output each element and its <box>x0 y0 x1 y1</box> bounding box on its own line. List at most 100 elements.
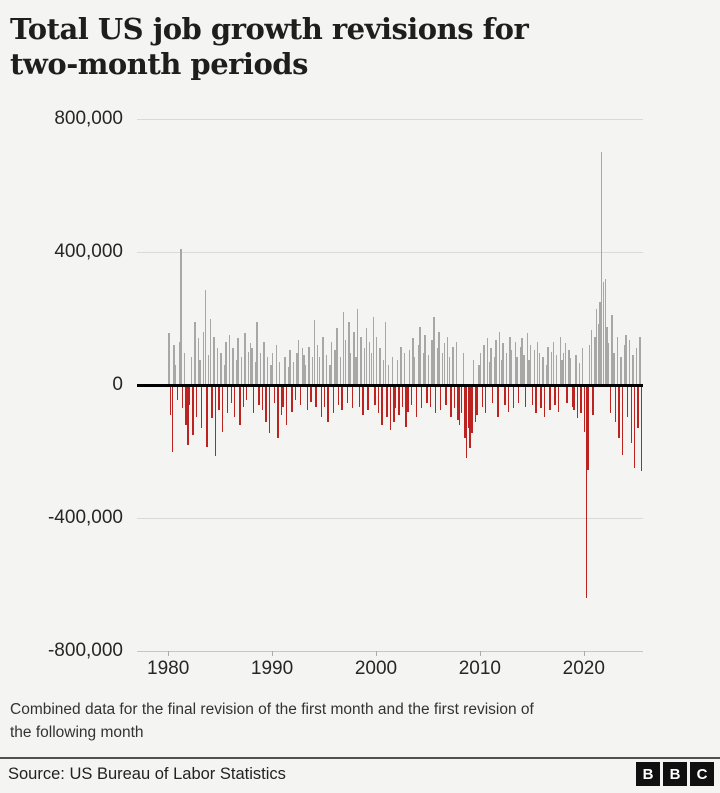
bar-positive <box>180 248 182 385</box>
bar-positive <box>272 353 274 385</box>
chart-title-line1: Total US job growth revisions for <box>10 12 529 46</box>
bar-positive <box>623 345 625 385</box>
bar-positive <box>266 356 269 385</box>
bar-positive <box>521 338 523 385</box>
bar-negative <box>621 385 624 455</box>
bar-negative <box>398 385 400 415</box>
bar-negative <box>453 385 456 409</box>
bar-negative <box>571 385 574 407</box>
bar-negative <box>192 385 194 435</box>
bar-negative <box>221 385 224 432</box>
bar-negative <box>426 385 428 404</box>
bar-positive <box>427 355 430 385</box>
bar-positive <box>303 355 305 385</box>
bar-negative <box>277 385 279 439</box>
bbc-logo: B B C <box>636 762 714 786</box>
bar-positive <box>173 345 175 385</box>
bar-negative <box>492 385 494 404</box>
bar-positive <box>408 350 411 385</box>
bar-positive <box>620 356 622 385</box>
bar-positive <box>433 316 435 385</box>
bbc-logo-letter: B <box>636 762 660 786</box>
bar-positive <box>379 348 381 385</box>
bar-positive <box>209 318 212 385</box>
bar-positive <box>575 355 577 385</box>
bar-positive <box>611 315 613 385</box>
bar-positive <box>369 341 371 385</box>
bar-positive <box>568 350 570 385</box>
bar-positive <box>216 348 219 385</box>
bar-positive <box>322 336 324 385</box>
bar-positive <box>259 353 262 385</box>
bar-negative <box>557 385 560 412</box>
bar-negative <box>337 385 340 405</box>
footer-divider <box>0 757 720 759</box>
y-axis-label: -800,000 <box>47 640 123 661</box>
bar-negative <box>566 385 568 404</box>
bar-negative <box>253 385 255 414</box>
bar-negative <box>282 385 284 407</box>
bar-negative <box>393 385 395 422</box>
bar-positive <box>436 348 438 385</box>
bar-positive <box>247 351 250 385</box>
bar-negative <box>450 385 452 417</box>
bar-negative <box>171 385 174 452</box>
bar-positive <box>533 350 535 385</box>
bar-positive <box>403 353 406 385</box>
bar-negative <box>405 385 407 427</box>
bar-negative <box>517 385 520 404</box>
bar-negative <box>291 385 293 412</box>
gridline-400k <box>137 252 643 253</box>
bar-positive <box>595 308 598 385</box>
bar-negative <box>346 385 348 404</box>
y-axis-label: -400,000 <box>47 507 123 528</box>
bar-positive <box>608 343 610 385</box>
bar-negative <box>176 385 179 400</box>
bar-positive <box>545 365 548 385</box>
bar-positive <box>446 336 449 385</box>
y-axis-label: 0 <box>112 374 123 395</box>
plot-area <box>137 119 643 656</box>
bar-negative <box>401 385 404 407</box>
bar-positive <box>448 356 451 385</box>
bar-negative <box>614 385 617 422</box>
x-tick-mark <box>375 651 377 656</box>
bar-positive <box>249 343 251 385</box>
bar-positive <box>244 333 246 385</box>
bar-positive <box>232 348 234 385</box>
bar-negative <box>469 385 471 449</box>
bar-positive <box>552 341 554 385</box>
bar-positive <box>168 333 170 385</box>
bar-negative <box>182 385 184 409</box>
bar-negative <box>386 385 388 417</box>
bar-positive <box>202 331 205 385</box>
bar-positive <box>318 356 321 385</box>
bar-negative <box>440 385 442 410</box>
bar-positive <box>495 340 497 385</box>
bar-negative <box>306 385 309 410</box>
bar-negative <box>294 385 296 400</box>
x-axis-label: 1980 <box>147 658 190 679</box>
bar-negative <box>299 385 302 405</box>
bar-positive <box>537 341 539 385</box>
bar-negative <box>280 385 283 415</box>
bar-positive <box>438 331 440 385</box>
bar-positive <box>391 356 393 385</box>
bar-positive <box>225 341 227 385</box>
bar-negative <box>434 385 437 414</box>
bar-negative <box>471 385 473 434</box>
bbc-logo-letter: B <box>663 762 687 786</box>
bar-negative <box>374 385 376 405</box>
bar-positive <box>422 353 425 385</box>
bar-positive <box>431 340 433 385</box>
bar-positive <box>528 360 530 385</box>
x-axis-label: 2020 <box>562 658 605 679</box>
bar-positive <box>370 353 373 385</box>
bar-positive <box>235 360 238 385</box>
bar-positive <box>479 353 482 385</box>
source-text: Source: US Bureau of Labor Statistics <box>8 765 286 783</box>
bar-positive <box>511 350 513 385</box>
bar-positive <box>604 278 606 385</box>
bar-positive <box>330 341 333 385</box>
